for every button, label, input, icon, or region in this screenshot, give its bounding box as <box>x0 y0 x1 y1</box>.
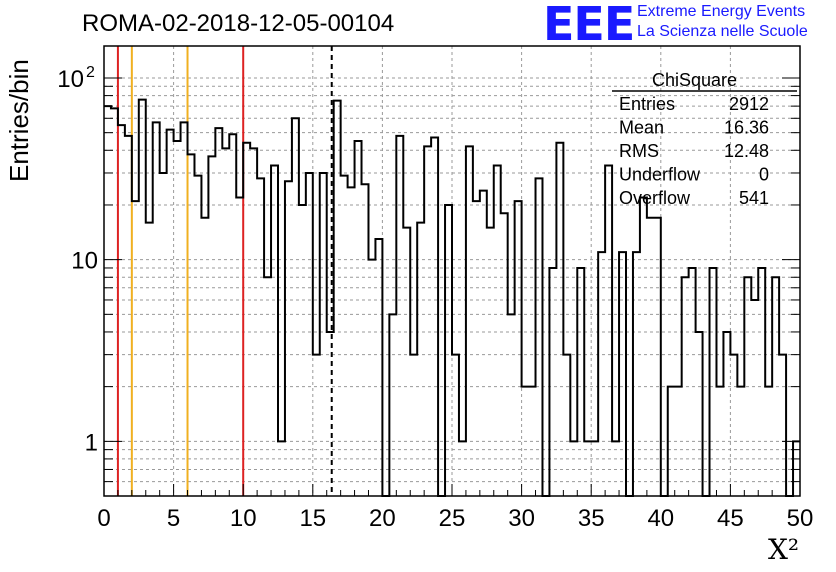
x-tick-label: 0 <box>97 505 110 532</box>
logo-line-2: La Scienza nelle Scuole <box>637 23 808 40</box>
histogram-series <box>104 98 800 497</box>
stats-row-label: Overflow <box>619 188 691 208</box>
x-tick-label: 10 <box>230 505 257 532</box>
x-tick-label: 40 <box>647 505 674 532</box>
stats-box-title: ChiSquare <box>652 70 737 90</box>
y-tick-label: 10 <box>57 66 84 93</box>
stats-row-value: 16.36 <box>724 118 769 138</box>
stats-row-value: 2912 <box>729 94 769 114</box>
y-tick-exponent: 2 <box>86 64 95 81</box>
stats-row-value: 0 <box>759 165 769 185</box>
logo-line-1: Extreme Energy Events <box>637 3 806 20</box>
x-tick-label: 35 <box>578 505 605 532</box>
x-tick-label: 25 <box>439 505 466 532</box>
stats-row-label: RMS <box>619 141 659 161</box>
stats-row-value: 541 <box>739 188 769 208</box>
x-tick-label: 45 <box>717 505 744 532</box>
x-tick-label: 20 <box>369 505 396 532</box>
x-axis-label: X² <box>768 533 800 566</box>
chart-title: ROMA-02-2018-12-05-00104 <box>82 10 395 37</box>
stats-row-label: Underflow <box>619 165 701 185</box>
x-tick-label: 5 <box>167 505 180 532</box>
stats-row-value: 12.48 <box>724 141 769 161</box>
eee-logo: EEE <box>543 0 635 51</box>
y-tick-label: 10 <box>71 248 98 275</box>
y-tick-label: 1 <box>85 429 98 456</box>
stats-row-label: Mean <box>619 118 664 138</box>
x-tick-label: 15 <box>299 505 326 532</box>
stats-row-label: Entries <box>619 94 675 114</box>
x-tick-label: 30 <box>508 505 535 532</box>
x-tick-label: 50 <box>787 505 814 532</box>
